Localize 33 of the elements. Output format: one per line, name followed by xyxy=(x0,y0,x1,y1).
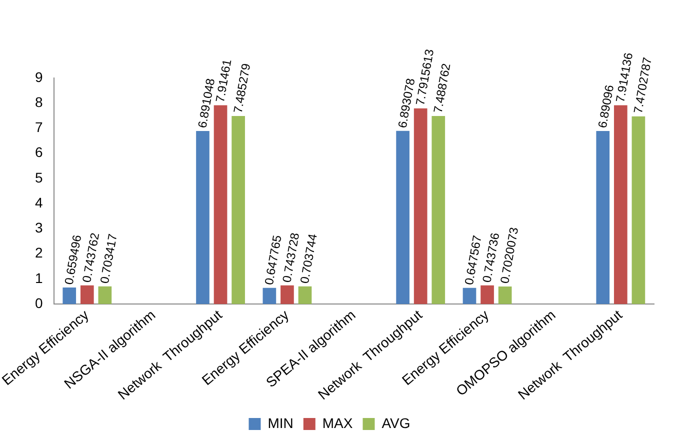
bar xyxy=(280,285,294,304)
legend-label: MIN xyxy=(268,414,294,431)
bar xyxy=(396,130,410,304)
y-tick-label: 7 xyxy=(35,119,44,136)
y-tick-label: 8 xyxy=(35,94,44,110)
bar xyxy=(196,130,210,304)
bar xyxy=(614,105,628,304)
bar xyxy=(432,116,446,304)
data-label: 7.485279 xyxy=(230,62,254,114)
y-tick-label: 5 xyxy=(35,169,44,186)
bar xyxy=(462,288,476,304)
y-tick-label: 0 xyxy=(35,294,44,311)
bar xyxy=(298,286,312,304)
y-tick-label: 6 xyxy=(35,144,44,160)
bar xyxy=(232,116,245,304)
bar xyxy=(480,285,494,304)
bar xyxy=(80,285,94,304)
bar xyxy=(632,116,646,304)
y-tick-label: 4 xyxy=(35,194,44,210)
bar xyxy=(498,286,512,304)
y-tick-label: 2 xyxy=(35,244,44,261)
y-tick-label: 1 xyxy=(35,270,44,286)
bar xyxy=(62,288,76,304)
y-tick-label: 3 xyxy=(35,220,44,236)
bar xyxy=(214,105,228,304)
bar xyxy=(98,286,112,304)
y-tick-label: 9 xyxy=(35,68,44,85)
bar xyxy=(414,108,428,304)
bar xyxy=(262,288,276,304)
data-label: 7.488762 xyxy=(430,62,454,114)
bar xyxy=(596,130,610,304)
legend-label: AVG xyxy=(382,414,410,431)
legend-label: MAX xyxy=(322,414,354,431)
